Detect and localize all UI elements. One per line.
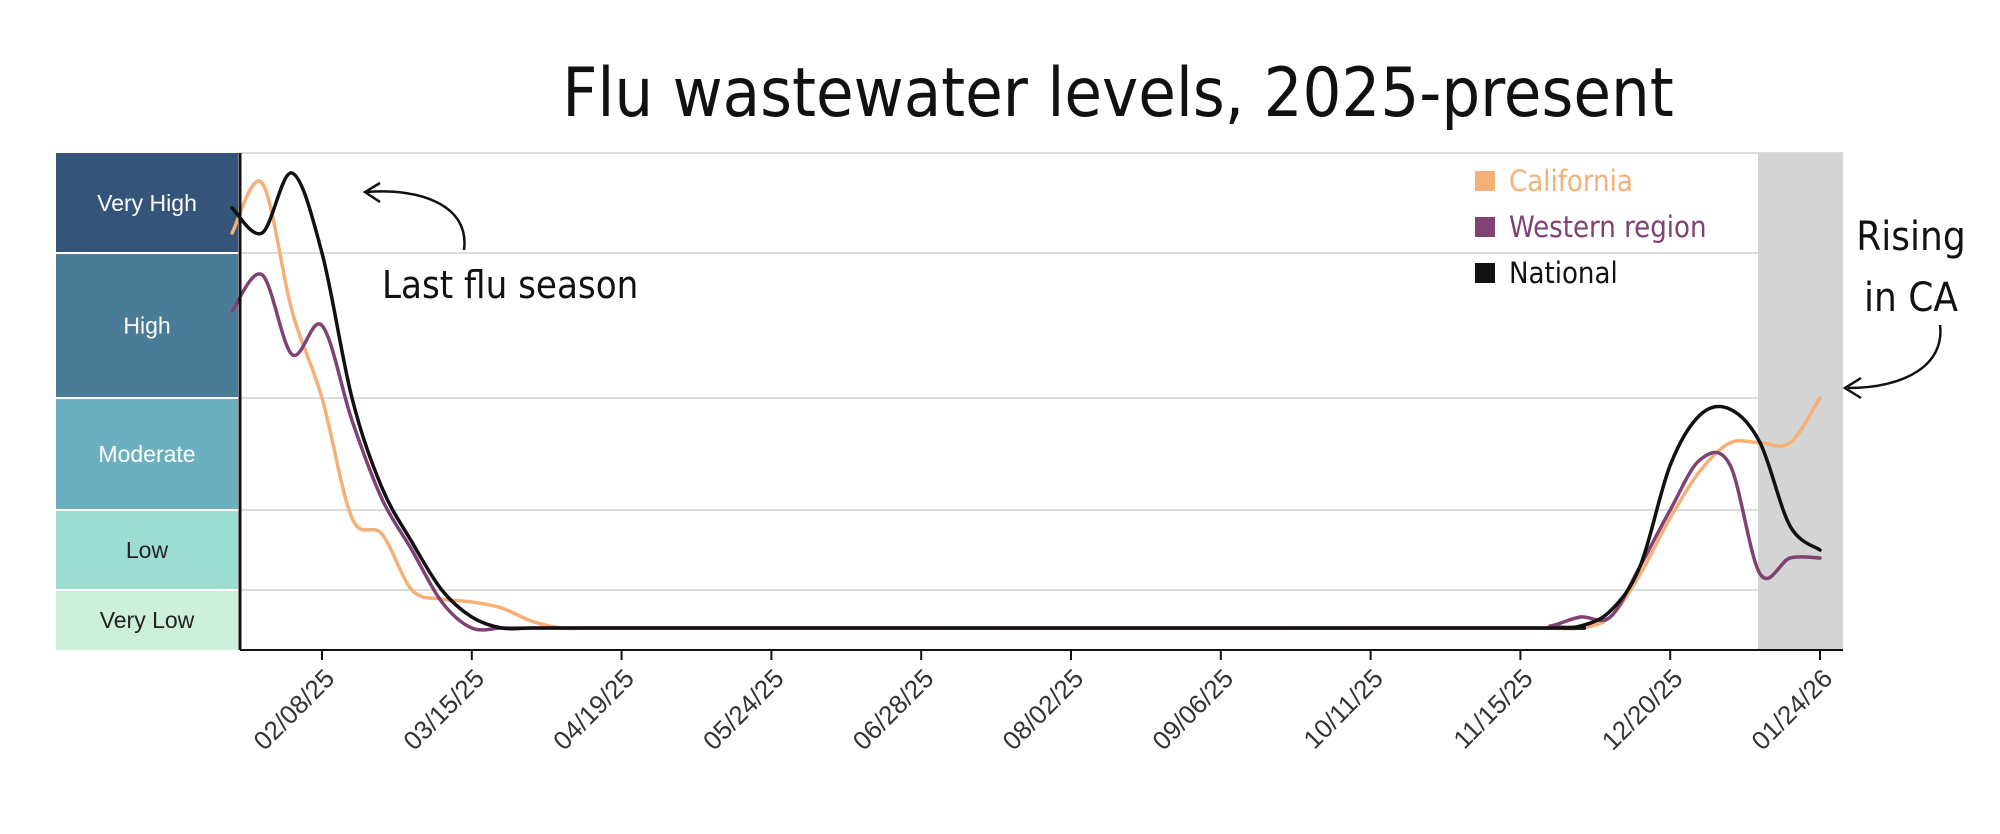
legend-label: Western region [1509,210,1707,244]
x-tick-label: 06/28/25 [847,663,940,756]
level-band-moderate [56,398,238,510]
x-tick-label: 12/20/25 [1596,663,1689,756]
level-bands: Very High High Moderate Low Very Low [56,153,238,650]
series-lines [230,171,1822,632]
x-tick-label: 11/15/25 [1447,663,1538,754]
annotation-arrowhead-last-season [362,181,381,204]
series-line-national [230,171,1822,631]
level-band-low [56,510,238,590]
annotation-last-flu-season: Last flu season [382,263,638,307]
x-tick-label: 08/02/25 [996,663,1089,756]
annotation-arrowhead-rising [1842,376,1862,400]
gridlines [240,152,1843,591]
shaded-region-rect [1758,153,1843,650]
x-tick-labels: 02/08/25 03/15/25 04/19/25 05/24/25 06/28/25… [247,650,1838,756]
x-tick-label: 04/19/25 [547,663,640,756]
x-tick-label: 01/24/26 [1745,663,1838,756]
legend-swatch [1475,263,1495,283]
x-tick-label: 02/08/25 [247,663,340,756]
level-band-high [56,253,238,398]
series-line-western-region [230,272,1822,632]
x-tick-label: 03/15/25 [397,663,490,756]
annotation-arrow-rising [1847,324,1942,390]
level-band-label: Very High [97,190,197,216]
x-tick-label: 09/06/25 [1146,663,1239,756]
shaded-region [1758,153,1843,650]
series-line-california [230,179,1822,631]
legend-swatch [1475,217,1495,237]
x-tick-label: 05/24/25 [697,663,790,756]
chart-title: Flu wastewater levels, 2025-present [562,54,1674,133]
level-band-label: Moderate [98,441,195,467]
level-band-very-low [56,590,238,650]
axes [238,153,1843,651]
annotation-arrow-last-season [366,190,466,251]
legend-label: National [1509,256,1618,290]
annotation-rising-in-ca: Rising in CA [1856,214,1965,321]
level-band-label: Low [126,537,169,563]
legend: California Western region National [1475,164,1707,290]
legend-swatch [1475,171,1495,191]
annotations: Last flu season Rising in CA [362,181,1966,400]
level-band-label: Very Low [100,607,195,633]
level-band-label: High [123,313,170,339]
level-band-very-high [56,153,238,253]
legend-label: California [1509,164,1633,198]
x-tick-label: 10/11/25 [1297,663,1388,754]
